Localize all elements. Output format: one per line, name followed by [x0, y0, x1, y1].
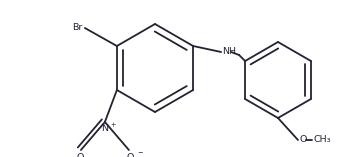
- Text: N: N: [102, 124, 108, 133]
- Text: CH₃: CH₃: [313, 135, 331, 143]
- Text: +: +: [110, 122, 115, 128]
- Text: O: O: [76, 153, 84, 157]
- Text: Br: Br: [72, 22, 83, 32]
- Text: O: O: [126, 153, 134, 157]
- Text: NH: NH: [222, 46, 236, 56]
- Text: −: −: [137, 150, 142, 156]
- Text: O: O: [299, 135, 306, 143]
